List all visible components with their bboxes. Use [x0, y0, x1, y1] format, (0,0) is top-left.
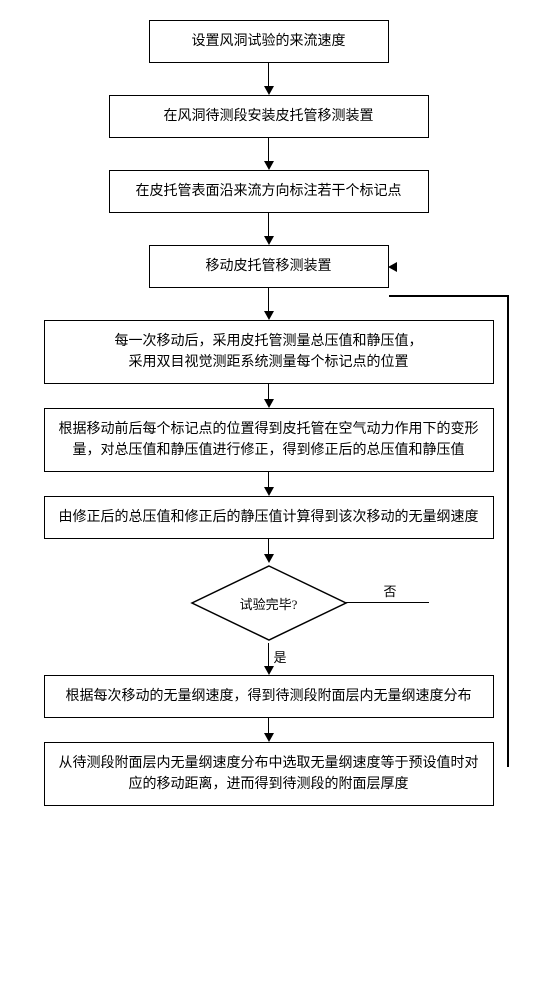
- step-label: 每一次移动后，采用皮托管测量总压值和静压值， 采用双目视觉测距系统测量每个标记点…: [115, 334, 423, 370]
- step-mark-points: 在皮托管表面沿来流方向标注若干个标记点: [109, 170, 429, 213]
- step-label: 设置风洞试验的来流速度: [192, 34, 346, 49]
- arrow: [264, 213, 274, 245]
- step-label: 在皮托管表面沿来流方向标注若干个标记点: [136, 184, 402, 199]
- step-set-velocity: 设置风洞试验的来流速度: [149, 20, 389, 63]
- arrow: [264, 472, 274, 496]
- decision-label: 试验完毕?: [240, 594, 298, 613]
- feedback-top-line: [389, 295, 509, 297]
- step-label: 移动皮托管移测装置: [206, 259, 332, 274]
- step-install-pitot: 在风洞待测段安装皮托管移测装置: [109, 95, 429, 138]
- step-measure-pressure: 每一次移动后，采用皮托管测量总压值和静压值， 采用双目视觉测距系统测量每个标记点…: [44, 320, 494, 384]
- arrow-yes: 是: [264, 643, 274, 675]
- no-label: 否: [384, 581, 397, 600]
- arrow: [264, 384, 274, 408]
- step-label: 在风洞待测段安装皮托管移测装置: [164, 109, 374, 124]
- step-label: 从待测段附面层内无量纲速度分布中选取无量纲速度等于预设值时对应的移动距离，进而得…: [59, 756, 479, 792]
- no-connector: [346, 602, 429, 603]
- step-boundary-thickness: 从待测段附面层内无量纲速度分布中选取无量纲速度等于预设值时对应的移动距离，进而得…: [44, 742, 494, 806]
- step-correction: 根据移动前后每个标记点的位置得到皮托管在空气动力作用下的变形量，对总压值和静压值…: [44, 408, 494, 472]
- arrow: [264, 288, 274, 320]
- feedback-vertical: [507, 295, 509, 767]
- feedback-arrowhead: [388, 262, 397, 272]
- step-label: 根据每次移动的无量纲速度，得到待测段附面层内无量纲速度分布: [66, 689, 472, 704]
- step-label: 根据移动前后每个标记点的位置得到皮托管在空气动力作用下的变形量，对总压值和静压值…: [59, 422, 479, 458]
- arrow: [264, 138, 274, 170]
- step-velocity-distribution: 根据每次移动的无量纲速度，得到待测段附面层内无量纲速度分布: [44, 675, 494, 718]
- arrow: [264, 718, 274, 742]
- arrow: [264, 63, 274, 95]
- arrow: [264, 539, 274, 563]
- yes-label: 是: [274, 647, 287, 666]
- step-label: 由修正后的总压值和修正后的静压值计算得到该次移动的无量纲速度: [59, 510, 479, 525]
- decision-test-complete: 试验完毕? 否: [189, 563, 349, 643]
- step-move-device: 移动皮托管移测装置: [149, 245, 389, 288]
- step-calc-velocity: 由修正后的总压值和修正后的静压值计算得到该次移动的无量纲速度: [44, 496, 494, 539]
- flowchart-container: 设置风洞试验的来流速度 在风洞待测段安装皮托管移测装置 在皮托管表面沿来流方向标…: [29, 20, 509, 806]
